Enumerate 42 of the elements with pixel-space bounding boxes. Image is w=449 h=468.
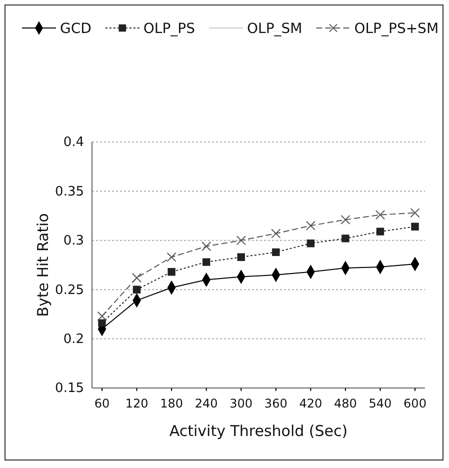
x-tick-label: 360 [264, 396, 288, 411]
point [375, 210, 386, 220]
point [272, 248, 280, 256]
x-tick-label: 120 [125, 396, 148, 411]
x-tick-label: 480 [334, 396, 357, 411]
x-axis-title: Activity Threshold (Sec) [169, 422, 348, 440]
point [132, 286, 141, 294]
point [202, 242, 212, 252]
point [376, 228, 384, 236]
legend-label: OLP_PS [143, 21, 196, 37]
point [306, 220, 316, 230]
x-tick-label: 540 [368, 396, 392, 411]
y-tick-label: 0.2 [63, 332, 84, 347]
x-tick-label: 240 [194, 396, 218, 411]
point [97, 311, 107, 321]
y-tick-label: 0.35 [55, 184, 84, 200]
y-tick-label: 0.3 [63, 234, 84, 249]
point [410, 208, 420, 218]
point [202, 258, 210, 266]
point [306, 240, 315, 248]
x-tick-label: 300 [230, 396, 253, 411]
x-tick-label: 420 [299, 396, 322, 411]
y-tick-label: 0.25 [55, 282, 84, 298]
legend-label: OLP_SM [247, 21, 302, 37]
point [166, 252, 176, 262]
legend-label: GCD [60, 21, 92, 37]
y-tick-label: 0.4 [63, 135, 84, 150]
point [168, 268, 176, 276]
legend-label: OLP_PS+SM [354, 21, 439, 37]
x-tick-label: 60 [94, 396, 110, 411]
point [237, 253, 245, 261]
y-tick-label: 0.15 [55, 381, 84, 396]
point [411, 222, 419, 230]
x-tick-label: 180 [160, 396, 184, 411]
point [340, 214, 350, 225]
point [236, 236, 246, 246]
point [98, 319, 106, 327]
y-axis-title: Byte Hit Ratio [34, 213, 52, 317]
point [271, 228, 281, 238]
point [132, 272, 142, 283]
point [342, 234, 350, 242]
x-tick-label: 600 [404, 396, 426, 411]
